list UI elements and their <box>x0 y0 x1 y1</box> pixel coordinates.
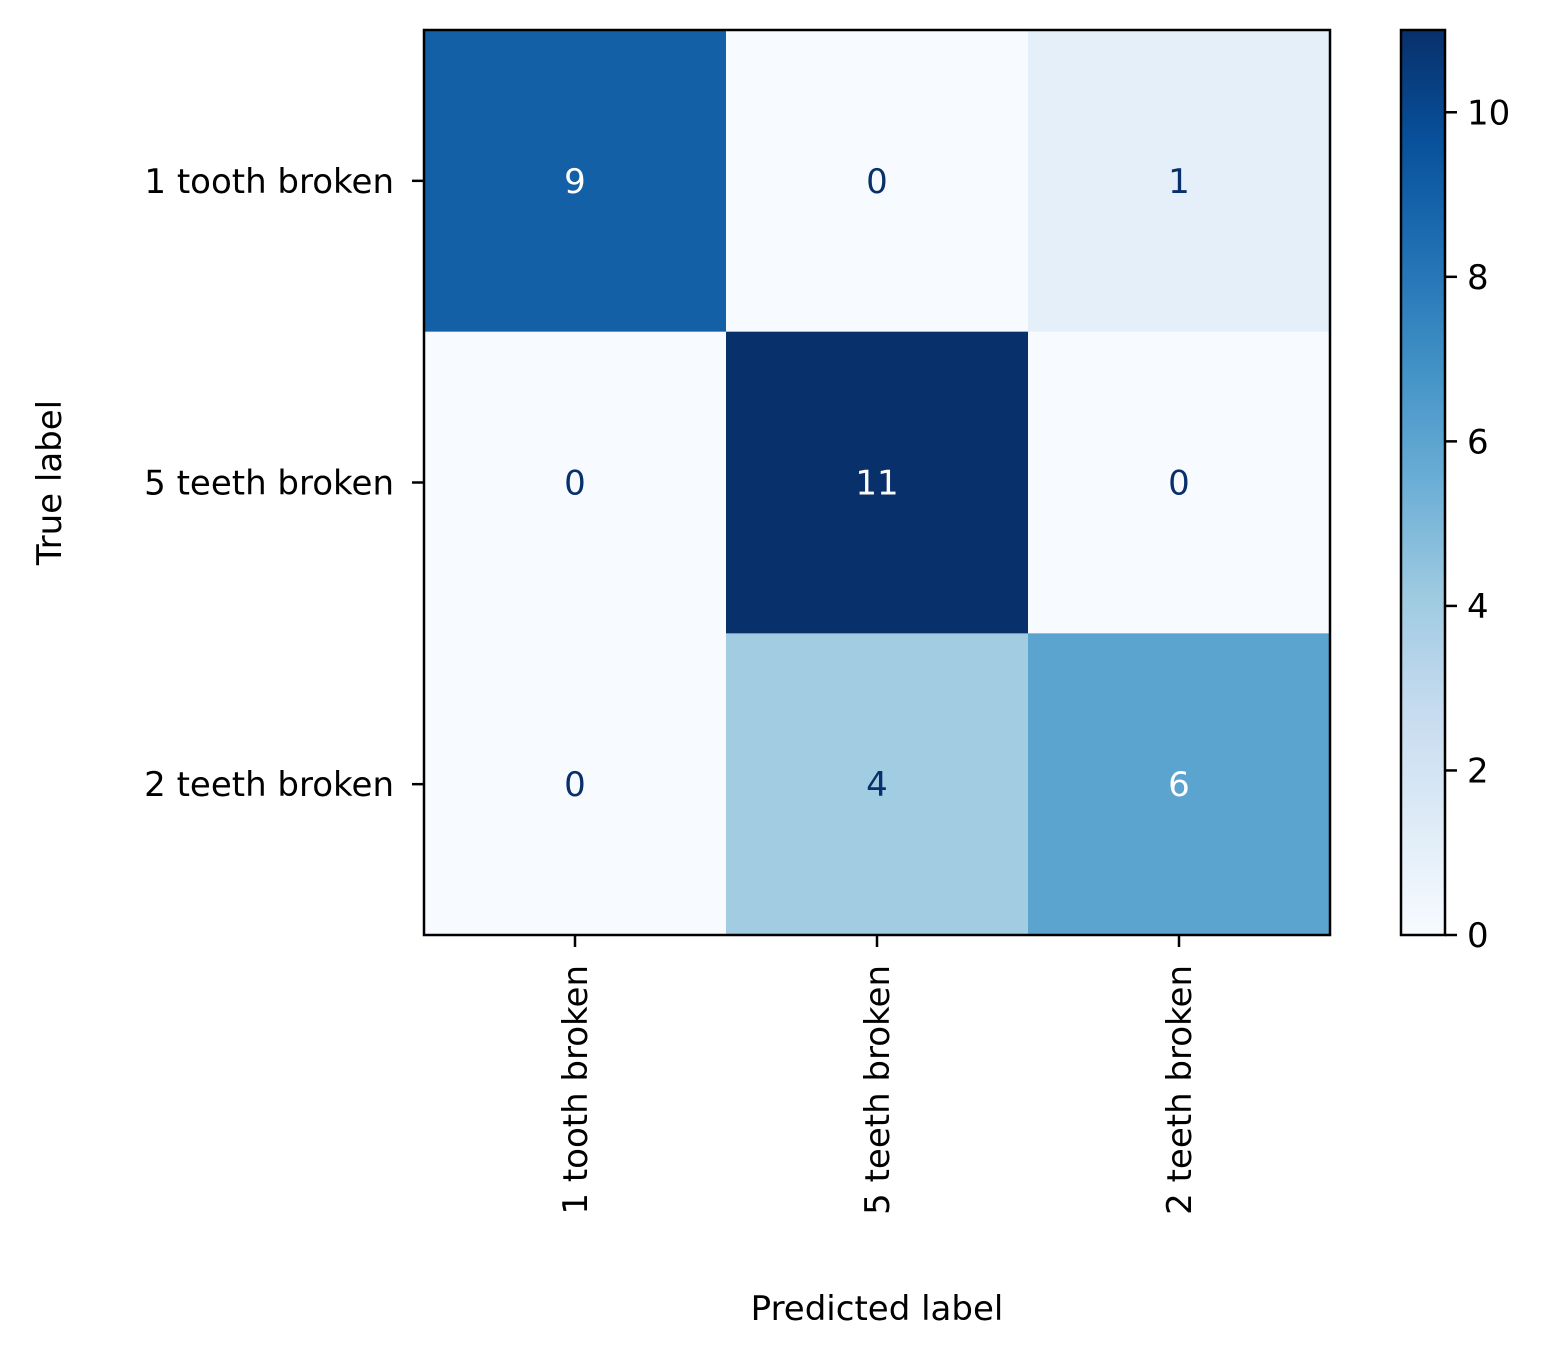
x-tick-label: 1 tooth broken <box>556 965 596 1215</box>
heatmap-cell <box>424 331 727 634</box>
heatmap-cells <box>424 30 1331 936</box>
heatmap-cell <box>1028 633 1331 936</box>
y-tick-label: 2 teeth broken <box>144 765 394 805</box>
cell-value-label: 6 <box>1168 765 1190 805</box>
colorbar-tick-label: 4 <box>1467 587 1489 627</box>
cell-value-label: 11 <box>855 464 898 504</box>
x-axis-ticks: 1 tooth broken 5 teeth broken 2 teeth brok… <box>556 935 1200 1215</box>
colorbar-tick-label: 10 <box>1467 93 1510 133</box>
colorbar <box>1401 30 1445 935</box>
cell-value-label: 0 <box>1168 464 1190 504</box>
heatmap-cell <box>726 633 1029 936</box>
cell-value-label: 0 <box>564 464 586 504</box>
x-axis-title: Predicted label <box>751 1289 1004 1329</box>
colorbar-tick-label: 8 <box>1467 258 1489 298</box>
colorbar-tick-label: 2 <box>1467 751 1489 791</box>
heatmap-cell <box>1028 331 1331 634</box>
cell-value-label: 9 <box>564 162 586 202</box>
heatmap-cell <box>726 30 1029 333</box>
cell-value-label: 0 <box>564 765 586 805</box>
x-tick-label: 2 teeth broken <box>1160 965 1200 1215</box>
colorbar-frame <box>1399 28 1447 937</box>
cell-value-label: 4 <box>866 765 888 805</box>
y-axis-ticks: 1 tooth broken 5 teeth broken 2 teeth brok… <box>144 162 424 805</box>
heatmap-cell <box>424 30 727 333</box>
y-tick-label: 5 teeth broken <box>144 464 394 504</box>
y-tick-label: 1 tooth broken <box>144 162 394 202</box>
colorbar-tick-label: 0 <box>1467 916 1489 956</box>
heatmap-cell <box>726 331 1029 634</box>
cell-value-label: 0 <box>866 162 888 202</box>
cell-value-label: 1 <box>1168 162 1190 202</box>
heatmap-cell <box>1028 30 1331 333</box>
heatmap-cell <box>424 633 727 936</box>
heatmap-cell-labels: 9 0 1 0 11 0 0 4 6 <box>564 162 1190 805</box>
colorbar-tick-label: 6 <box>1467 422 1489 462</box>
y-axis-title: True label <box>30 400 70 566</box>
x-tick-label: 5 teeth broken <box>858 965 898 1215</box>
colorbar-ticks: 0 2 4 6 8 10 <box>1445 93 1510 956</box>
